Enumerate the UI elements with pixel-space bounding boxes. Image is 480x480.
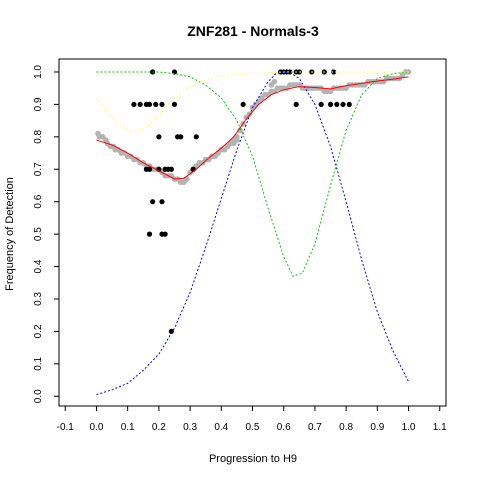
x-tick-label: 0.0 xyxy=(89,422,103,433)
y-tick-label: 1.0 xyxy=(33,65,44,79)
black-data-point xyxy=(340,101,346,108)
black-data-point xyxy=(346,101,352,108)
black-data-point xyxy=(159,199,165,205)
gray-points-series xyxy=(95,69,412,186)
y-tick-label: 0.3 xyxy=(33,292,44,306)
x-tick-label: 1.1 xyxy=(433,422,447,433)
y-tick-label: 0.8 xyxy=(33,129,44,143)
black-data-point xyxy=(168,166,174,172)
black-data-point xyxy=(327,101,334,108)
y-tick-label: 0.2 xyxy=(33,324,44,338)
black-data-point xyxy=(162,231,168,237)
y-tick-label: 0.5 xyxy=(33,227,44,241)
black-data-point xyxy=(146,166,153,172)
black-data-point xyxy=(178,134,184,140)
black-data-point xyxy=(159,101,165,108)
black-data-point xyxy=(168,328,174,335)
gray-data-point xyxy=(237,127,243,134)
black-data-point xyxy=(334,101,340,108)
x-tick-label: 0.4 xyxy=(214,422,228,433)
black-data-point xyxy=(146,101,153,108)
black-data-point xyxy=(146,231,153,237)
chart-title: ZNF281 - Normals-3 xyxy=(187,23,319,39)
black-data-point xyxy=(171,101,178,108)
black-data-point xyxy=(193,134,199,140)
x-tick-label: 0.6 xyxy=(277,422,291,433)
y-tick-label: 0.1 xyxy=(33,356,44,370)
x-axis-ticks: -0.1 0.0 0.1 0.2 0.3 0.4 0.5 0.6 0.7 0.8 0.9 1.0 1.1 xyxy=(57,406,447,433)
x-tick-label: 0.7 xyxy=(308,422,322,433)
black-data-point xyxy=(137,101,143,108)
x-tick-label: 0.9 xyxy=(370,422,384,433)
blue-curve-line xyxy=(96,71,409,396)
gray-data-point xyxy=(234,137,240,143)
black-data-point xyxy=(331,69,337,75)
series-layer xyxy=(95,69,412,396)
gray-data-point xyxy=(246,111,253,117)
x-tick-label: -0.1 xyxy=(57,422,75,433)
black-data-point xyxy=(318,101,324,108)
black-points-series xyxy=(131,69,352,335)
x-tick-label: 0.8 xyxy=(339,422,353,433)
y-axis-label: Frequency of Detection xyxy=(4,177,16,291)
y-axis-ticks: 0.0 0.1 0.2 0.3 0.4 0.5 0.6 0.7 0.8 0.9 1.0 xyxy=(33,65,59,403)
y-tick-label: 0.6 xyxy=(33,194,44,208)
black-data-point xyxy=(293,101,299,108)
black-data-point xyxy=(240,101,246,108)
black-data-point xyxy=(153,101,159,108)
black-data-point xyxy=(131,101,137,108)
black-data-point xyxy=(156,134,162,140)
y-tick-label: 0.7 xyxy=(33,162,44,176)
x-tick-label: 0.5 xyxy=(246,422,260,433)
gray-data-point xyxy=(271,78,278,85)
y-tick-label: 0.0 xyxy=(33,389,44,403)
x-axis-label: Progression to H9 xyxy=(209,453,297,465)
y-tick-label: 0.9 xyxy=(33,97,44,111)
x-tick-label: 0.1 xyxy=(121,422,135,433)
black-data-point xyxy=(150,199,156,205)
green-curve-line xyxy=(96,71,409,277)
yellow-curve-line xyxy=(96,71,409,133)
x-tick-label: 0.2 xyxy=(152,422,166,433)
y-tick-label: 0.4 xyxy=(33,259,44,273)
fit-line-line xyxy=(96,76,409,180)
x-tick-label: 0.3 xyxy=(183,422,197,433)
x-tick-label: 1.0 xyxy=(402,422,416,433)
